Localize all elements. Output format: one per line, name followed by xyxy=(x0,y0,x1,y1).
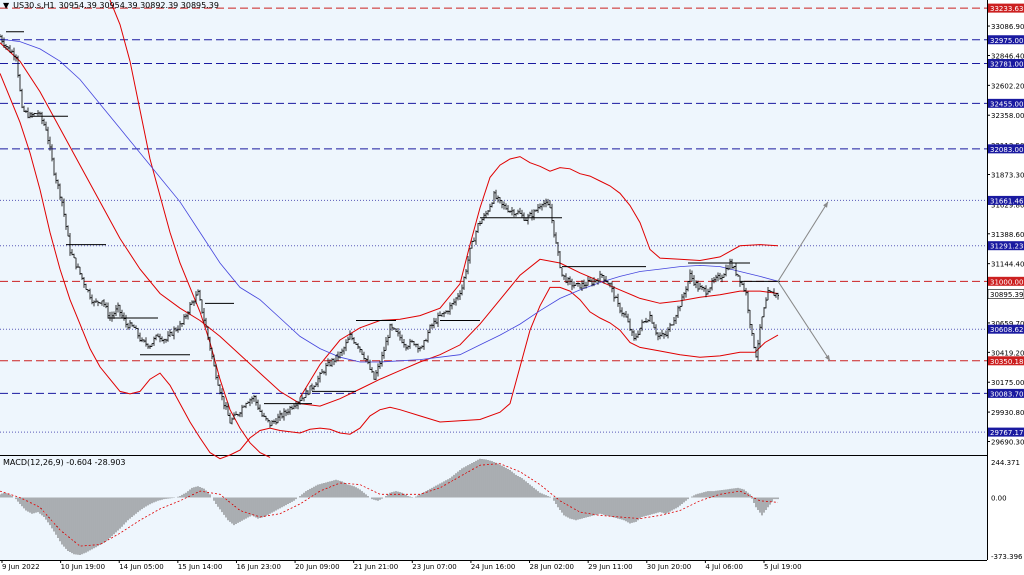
time-tick-label: 15 Jun 14:00 xyxy=(178,563,222,571)
price-level-tag xyxy=(988,276,1024,286)
price-level-label: 32455.00 xyxy=(990,100,1023,108)
price-level-tag xyxy=(988,427,1024,437)
time-tick-label: 14 Jun 05:00 xyxy=(119,563,163,571)
time-tick-label: 16 Jun 23:00 xyxy=(236,563,280,571)
price-tick-label: 32602.20 xyxy=(991,82,1024,90)
current-price-tag xyxy=(987,289,1024,299)
bollinger-upper-line xyxy=(109,0,271,458)
price-level-label: 32781.00 xyxy=(990,60,1023,68)
price-level-tag xyxy=(988,388,1024,398)
chevron-down-icon[interactable]: ▼ xyxy=(3,1,10,10)
time-tick-label: 30 Jun 20:00 xyxy=(647,563,691,571)
macd-tick-label: -373.396 xyxy=(991,553,1023,561)
price-level-label: 29767.17 xyxy=(990,429,1023,437)
ohlc-values: 30954.39 30954.39 30892.39 30895.39 xyxy=(58,1,219,10)
price-level-tag xyxy=(988,58,1024,68)
price-level-label: 31661.46 xyxy=(990,197,1024,205)
time-tick-label: 5 Jul 19:00 xyxy=(764,563,802,571)
price-tick-label: 32358.00 xyxy=(991,112,1024,120)
macd-signal-line xyxy=(0,463,779,547)
price-level-tag xyxy=(988,144,1024,154)
price-axis xyxy=(987,0,1024,573)
projection-arrowhead xyxy=(823,201,828,208)
macd-tick-label: 244.371 xyxy=(991,459,1020,467)
macd-panel[interactable] xyxy=(0,456,987,560)
price-level-label: 30608.62 xyxy=(990,326,1023,334)
price-level-label: 32975.00 xyxy=(990,37,1023,45)
time-tick-label: 20 Jun 09:00 xyxy=(295,563,339,571)
time-tick-label: 4 Jul 06:00 xyxy=(705,563,743,571)
price-level-tag xyxy=(988,241,1024,251)
current-price-label: 30895.39 xyxy=(990,291,1023,299)
price-level-tag xyxy=(988,195,1024,205)
price-tick-label: 29930.80 xyxy=(991,409,1024,417)
price-tick-label: 30659.70 xyxy=(991,320,1024,328)
time-tick-label: 21 Jun 21:00 xyxy=(354,563,398,571)
price-level-label: 33233.63 xyxy=(990,5,1023,13)
macd-label: MACD(12,26,9) -0.604 -28.903 xyxy=(3,458,126,467)
symbol-label: US30.s,H1 xyxy=(13,1,55,10)
time-tick-label: 9 Jun 2022 xyxy=(2,563,40,571)
time-axis xyxy=(0,560,987,573)
price-tick-label: 30419.20 xyxy=(991,349,1024,357)
price-level-tag xyxy=(988,35,1024,45)
chart-header: ▼ US30.s,H1 30954.39 30954.39 30892.39 308… xyxy=(3,1,223,10)
price-tick-label: 31388.60 xyxy=(991,231,1024,239)
price-tick-label: 31144.40 xyxy=(991,261,1024,269)
price-level-label: 30350.18 xyxy=(990,358,1023,366)
price-panel[interactable] xyxy=(0,0,987,455)
price-tick-label: 29690.30 xyxy=(991,439,1024,447)
time-tick-label: 10 Jun 19:00 xyxy=(61,563,105,571)
projection-arrow xyxy=(777,281,831,362)
time-tick-label: 28 Jun 02:00 xyxy=(530,563,574,571)
price-level-tag xyxy=(988,98,1024,108)
price-level-tag xyxy=(988,356,1024,366)
bollinger-upper-line xyxy=(299,156,779,398)
price-level-tag xyxy=(988,3,1024,13)
price-level-label: 30083.70 xyxy=(990,390,1023,398)
price-tick-label: 30175.00 xyxy=(991,379,1024,387)
price-level-tag xyxy=(988,324,1024,334)
time-tick-label: 24 Jun 16:00 xyxy=(471,563,515,571)
price-tick-label: 33086.90 xyxy=(991,23,1024,31)
time-tick-label: 29 Jun 11:00 xyxy=(588,563,632,571)
price-level-label: 31000.00 xyxy=(990,278,1023,286)
time-tick-label: 23 Jun 07:00 xyxy=(412,563,456,571)
price-tick-label: 31873.30 xyxy=(991,172,1024,180)
bollinger-middle-line xyxy=(0,42,779,407)
macd-tick-label: 0.00 xyxy=(991,495,1007,503)
price-tick-label: 31629.80 xyxy=(991,201,1024,209)
price-tick-label: 32846.40 xyxy=(991,52,1024,60)
projection-arrow xyxy=(777,201,829,282)
price-level-label: 32083.00 xyxy=(990,146,1023,154)
bollinger-lower-line xyxy=(0,73,779,460)
price-level-label: 31291.23 xyxy=(990,243,1023,251)
projection-arrowhead xyxy=(825,354,830,361)
moving-average-line xyxy=(0,38,779,363)
